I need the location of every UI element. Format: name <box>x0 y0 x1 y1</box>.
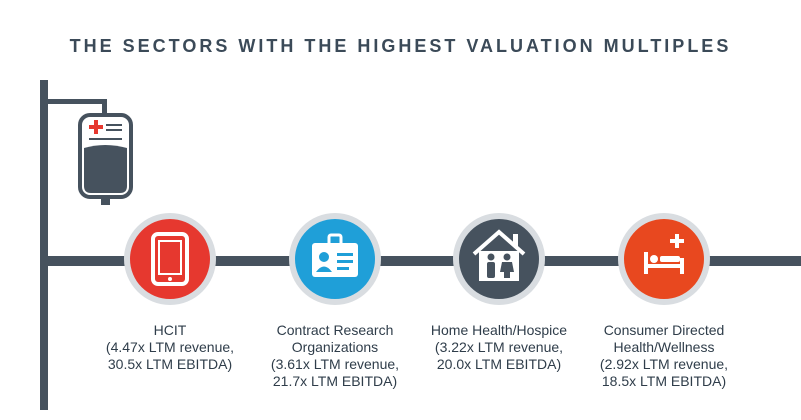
sector-revenue-multiple: (4.47x LTM revenue, <box>105 339 235 355</box>
sector-name: Consumer Directed <box>603 322 725 338</box>
sector-revenue-multiple: (3.61x LTM revenue, <box>270 356 400 372</box>
sector-name: HCIT <box>153 322 187 338</box>
sector-revenue-multiple: (3.22x LTM revenue, <box>434 339 564 355</box>
sector-caption-cro: Contract Research Organizations (3.61x L… <box>240 322 430 390</box>
page-title: THE SECTORS WITH THE HIGHEST VALUATION M… <box>69 36 732 56</box>
hospital-bed-icon <box>644 234 684 274</box>
sector-ebitda-multiple: 20.0x LTM EBITDA) <box>436 356 562 372</box>
id-badge-icon <box>312 233 358 277</box>
tablet-icon <box>151 232 189 286</box>
iv-pole <box>40 80 801 410</box>
sector-node-consumer-health <box>618 213 710 305</box>
sector-caption-consumer-health: Consumer Directed Health/Wellness (2.92x… <box>569 322 759 390</box>
sector-caption-hcit: HCIT (4.47x LTM revenue, 30.5x LTM EBITD… <box>75 322 265 373</box>
sector-name-cont: Organizations <box>291 339 379 355</box>
sector-name: Contract Research <box>276 322 394 338</box>
sector-node-home-health <box>453 213 545 305</box>
timeline-line <box>48 256 801 266</box>
sector-caption-home-health: Home Health/Hospice (3.22x LTM revenue, … <box>404 322 594 373</box>
sector-ebitda-multiple: 21.7x LTM EBITDA) <box>272 373 398 389</box>
sector-name-cont: Health/Wellness <box>613 339 715 355</box>
sector-node-hcit <box>124 213 216 305</box>
house-family-icon <box>472 229 526 281</box>
sector-ebitda-multiple: 30.5x LTM EBITDA) <box>107 356 233 372</box>
sector-name: Home Health/Hospice <box>430 322 568 338</box>
sector-ebitda-multiple: 18.5x LTM EBITDA) <box>601 373 727 389</box>
iv-bag-icon <box>78 113 133 205</box>
sector-revenue-multiple: (2.92x LTM revenue, <box>599 356 729 372</box>
sector-node-cro <box>289 213 381 305</box>
